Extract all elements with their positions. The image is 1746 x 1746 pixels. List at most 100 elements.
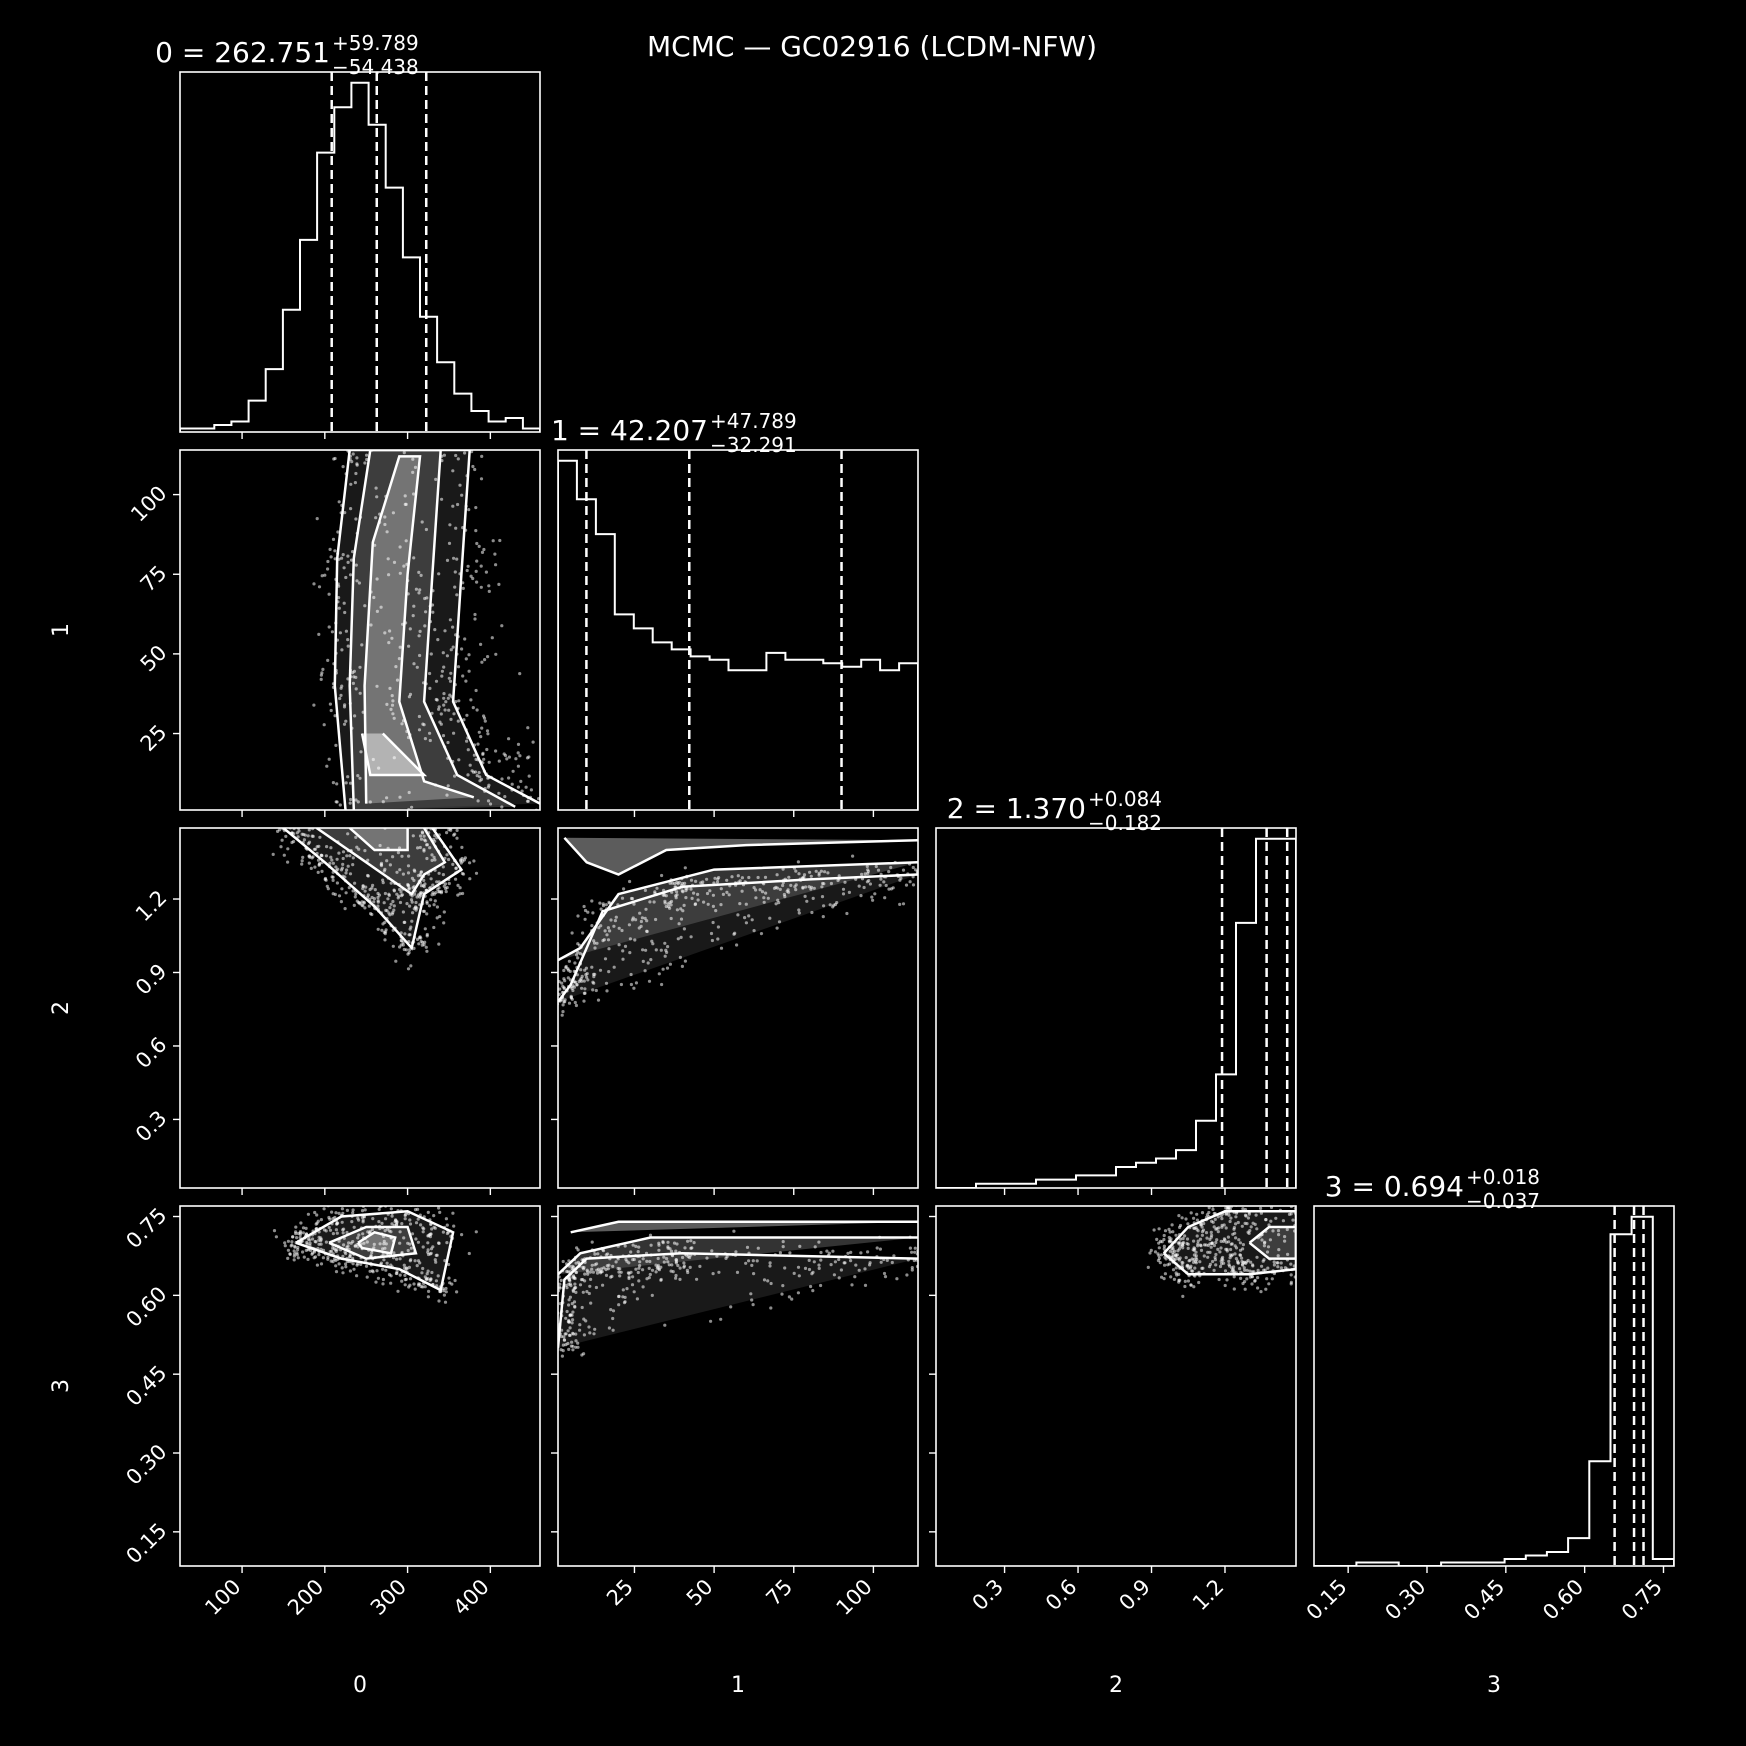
- sample-point: [437, 871, 441, 875]
- summary-title-0: 0 = 262.751: [155, 36, 330, 69]
- x-tick-label: 0.60: [1538, 1575, 1588, 1625]
- sample-point: [634, 1267, 638, 1271]
- contour-3-2-0: [1162, 1210, 1296, 1276]
- sample-point: [430, 853, 434, 857]
- sample-point: [485, 729, 490, 733]
- sample-point: [667, 1263, 671, 1267]
- sample-point: [605, 933, 609, 937]
- sample-point: [428, 731, 432, 735]
- sample-point: [567, 1347, 571, 1351]
- sample-point: [454, 877, 458, 881]
- panel-frame: [179, 449, 541, 811]
- sample-point: [388, 629, 392, 633]
- sample-point: [531, 740, 535, 744]
- sample-point: [325, 1202, 328, 1205]
- sample-point: [478, 775, 482, 779]
- sample-point: [452, 712, 456, 716]
- sample-point: [1246, 1216, 1250, 1220]
- sample-point: [315, 517, 319, 521]
- sample-point: [440, 674, 444, 678]
- sample-point: [344, 1265, 348, 1269]
- x-tick-label: 0.3: [968, 1575, 1009, 1616]
- sample-point: [405, 1196, 408, 1199]
- sample-point: [584, 973, 588, 977]
- sample-point: [659, 1265, 663, 1269]
- sample-point: [1186, 1222, 1190, 1226]
- sample-point: [585, 975, 589, 979]
- sample-point: [898, 878, 902, 882]
- sample-point: [1234, 1236, 1238, 1240]
- sample-point: [768, 1264, 772, 1268]
- sample-point: [371, 757, 375, 762]
- y-axis-label-2: 2: [49, 1001, 74, 1015]
- sample-point: [1241, 1281, 1245, 1286]
- summary-lower-2: −0.182: [1088, 811, 1162, 835]
- sample-point: [580, 974, 584, 979]
- sample-point: [368, 800, 372, 804]
- sample-point: [494, 749, 498, 753]
- sample-point: [418, 834, 423, 838]
- sample-point: [409, 898, 414, 902]
- sample-point: [908, 1246, 913, 1250]
- sample-point: [340, 1266, 344, 1270]
- sample-point: [921, 1259, 924, 1262]
- x-tick-label: 50: [682, 1575, 718, 1611]
- sample-point: [412, 946, 416, 951]
- sample-point: [477, 730, 481, 734]
- sample-point: [1298, 1281, 1301, 1284]
- sample-point: [584, 1319, 588, 1323]
- sample-point: [422, 822, 425, 825]
- sample-point: [348, 854, 352, 858]
- sample-point: [320, 1200, 323, 1203]
- sample-point: [282, 853, 286, 857]
- sample-point: [493, 552, 497, 556]
- sample-point: [352, 669, 356, 673]
- sample-point: [391, 699, 395, 703]
- sample-point: [574, 1290, 578, 1294]
- sample-point: [1209, 1230, 1213, 1234]
- sample-point: [363, 906, 367, 910]
- sample-point: [1234, 1222, 1238, 1226]
- sample-point: [442, 1289, 446, 1293]
- sample-point: [474, 569, 478, 574]
- sample-point: [428, 686, 432, 691]
- sample-point: [435, 905, 439, 909]
- sample-point: [486, 655, 490, 659]
- sample-point: [1162, 1237, 1166, 1242]
- sample-point: [599, 924, 603, 928]
- sample-point: [365, 1275, 369, 1279]
- y-tick-label: 0.75: [121, 1203, 171, 1253]
- sample-point: [346, 560, 350, 565]
- sample-point: [920, 875, 923, 878]
- sample-point: [507, 737, 511, 741]
- sample-point: [738, 902, 742, 906]
- sample-point: [442, 692, 446, 696]
- sample-point: [306, 823, 309, 826]
- sample-point: [421, 909, 425, 913]
- sample-point: [349, 1241, 353, 1245]
- sample-point: [441, 651, 445, 655]
- sample-point: [312, 582, 316, 586]
- sample-point: [837, 1257, 841, 1262]
- sample-point: [1274, 1216, 1278, 1220]
- x-tick-label: 0.15: [1302, 1575, 1352, 1625]
- sample-point: [565, 1286, 569, 1290]
- sample-point: [1194, 1256, 1198, 1260]
- sample-point: [578, 1328, 582, 1332]
- sample-point: [652, 900, 656, 904]
- sample-point: [350, 1220, 354, 1224]
- sample-point: [675, 1242, 679, 1246]
- sample-point: [775, 926, 779, 930]
- sample-point: [1200, 1266, 1204, 1270]
- sample-point: [839, 1268, 844, 1272]
- sample-point: [329, 708, 333, 713]
- sample-point: [681, 909, 685, 913]
- sample-point: [675, 908, 680, 912]
- sample-point: [1262, 1244, 1266, 1248]
- sample-point: [346, 775, 350, 779]
- sample-point: [558, 1282, 562, 1286]
- sample-point: [550, 996, 553, 999]
- sample-point: [769, 1306, 773, 1310]
- sample-point: [1228, 1219, 1232, 1224]
- sample-point: [359, 750, 363, 754]
